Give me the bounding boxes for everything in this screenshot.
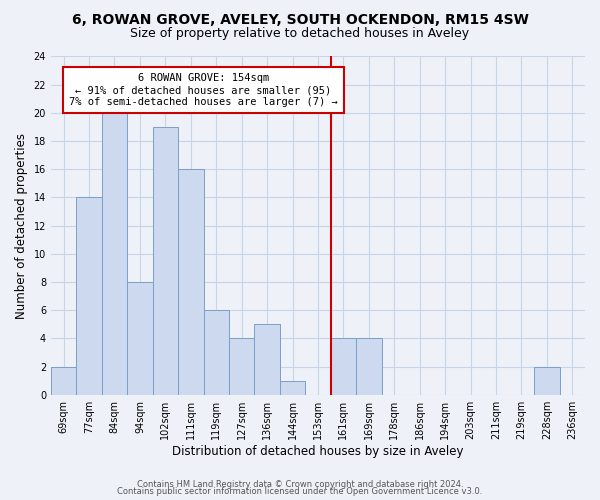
Bar xyxy=(178,169,203,394)
Bar xyxy=(254,324,280,394)
Text: 6, ROWAN GROVE, AVELEY, SOUTH OCKENDON, RM15 4SW: 6, ROWAN GROVE, AVELEY, SOUTH OCKENDON, … xyxy=(71,12,529,26)
Text: Size of property relative to detached houses in Aveley: Size of property relative to detached ho… xyxy=(130,26,470,40)
Bar xyxy=(331,338,356,394)
Bar xyxy=(152,127,178,394)
Bar xyxy=(203,310,229,394)
Bar xyxy=(229,338,254,394)
Bar xyxy=(534,366,560,394)
Bar xyxy=(280,380,305,394)
Bar xyxy=(127,282,152,395)
Text: Contains public sector information licensed under the Open Government Licence v3: Contains public sector information licen… xyxy=(118,487,482,496)
Text: 6 ROWAN GROVE: 154sqm
← 91% of detached houses are smaller (95)
7% of semi-detac: 6 ROWAN GROVE: 154sqm ← 91% of detached … xyxy=(69,74,338,106)
Y-axis label: Number of detached properties: Number of detached properties xyxy=(15,132,28,318)
Bar xyxy=(51,366,76,394)
Bar xyxy=(356,338,382,394)
Bar xyxy=(76,198,102,394)
Bar xyxy=(102,113,127,394)
X-axis label: Distribution of detached houses by size in Aveley: Distribution of detached houses by size … xyxy=(172,444,464,458)
Text: Contains HM Land Registry data © Crown copyright and database right 2024.: Contains HM Land Registry data © Crown c… xyxy=(137,480,463,489)
